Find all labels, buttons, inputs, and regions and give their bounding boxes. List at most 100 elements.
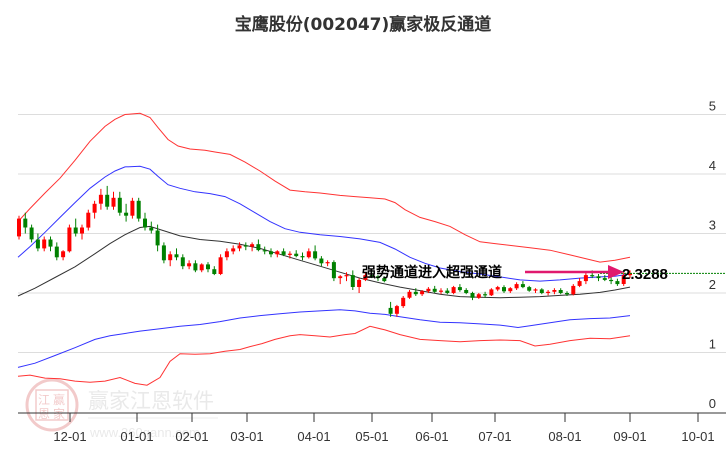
watermark-seal-icon: [25, 378, 79, 432]
candle: [237, 245, 242, 249]
candle: [161, 245, 166, 261]
candle: [243, 245, 248, 247]
candle: [136, 200, 141, 219]
candle: [407, 291, 412, 298]
candle: [80, 227, 84, 234]
x-axis: 12-01 01-01 02-01 03-01 04-01 05-01 06-01 07-01…: [53, 413, 715, 444]
x-tick-label: 01-01: [120, 429, 153, 444]
mid-line-line: [17, 225, 631, 299]
inner-upper-line: [17, 165, 631, 282]
candle: [86, 212, 91, 228]
candle: [155, 230, 160, 246]
watermark-brand: 赢家江恩软件: [88, 389, 214, 413]
candle: [583, 275, 588, 282]
y-tick-label: 3: [709, 218, 716, 233]
y-tick-label: 5: [709, 99, 716, 114]
x-tick-label: 10-01: [681, 429, 714, 444]
watermark-url: www.360gann.com: [89, 425, 200, 440]
signal-annotation: 强势通道进入超强通道: [362, 264, 502, 281]
gridlines: [18, 114, 726, 353]
candle: [306, 251, 311, 258]
candle: [325, 262, 330, 264]
candle: [621, 275, 626, 284]
candle: [180, 257, 185, 267]
candle: [382, 278, 387, 282]
candle: [67, 227, 72, 252]
svg-text:江: 江: [38, 393, 50, 407]
candle: [609, 279, 614, 282]
candle: [61, 251, 66, 258]
candle: [149, 227, 154, 231]
candle: [35, 239, 40, 249]
x-tick-label: 02-01: [175, 429, 208, 444]
y-axis: 0 1 2 3 4 5: [709, 99, 716, 412]
outer-lower-line: [17, 325, 631, 386]
candle: [445, 290, 450, 293]
candle: [508, 288, 513, 292]
candle: [350, 275, 355, 287]
candle: [369, 275, 374, 277]
y-tick-label: 1: [709, 337, 716, 352]
candle: [420, 291, 425, 295]
candle: [42, 239, 47, 249]
candle: [426, 288, 431, 292]
candle: [98, 194, 103, 204]
candle: [48, 239, 53, 247]
candle: [502, 287, 506, 292]
candle: [300, 256, 305, 258]
candle: [401, 297, 406, 307]
candle: [294, 253, 299, 257]
candle: [218, 257, 223, 274]
candle: [269, 251, 273, 255]
candle: [287, 253, 292, 255]
candle: [313, 251, 318, 259]
candle: [552, 290, 557, 292]
x-tick-label: 05-01: [355, 429, 388, 444]
candle: [558, 290, 563, 293]
candlesticks: [17, 185, 632, 317]
candle: [212, 269, 217, 274]
candle: [130, 200, 135, 216]
candle: [174, 254, 179, 258]
candle: [281, 251, 286, 255]
x-tick-label: 04-01: [297, 429, 330, 444]
candle: [388, 307, 393, 314]
candle: [73, 227, 78, 234]
candle: [432, 288, 437, 292]
y-tick-label: 2: [709, 277, 716, 292]
candle: [275, 251, 280, 255]
candle: [193, 263, 198, 271]
candle: [451, 287, 456, 293]
last-value-label: 2.3288: [622, 266, 668, 283]
candle: [457, 287, 462, 291]
candle: [124, 212, 129, 216]
candle: [483, 294, 488, 296]
candle: [54, 246, 59, 258]
candle: [546, 291, 551, 293]
watermark: 江 赢 恩 家 赢家江恩软件 www.360gann.com: [25, 378, 218, 440]
arrow-icon: [525, 265, 624, 279]
candle: [224, 251, 229, 258]
candle: [168, 254, 173, 261]
candle: [17, 218, 21, 237]
candle: [565, 293, 569, 295]
candle: [357, 279, 362, 287]
candle: [439, 290, 443, 292]
candle: [344, 275, 349, 277]
candle: [527, 287, 532, 291]
x-tick-label: 06-01: [415, 429, 448, 444]
candle: [590, 275, 595, 277]
candle: [470, 293, 475, 298]
candle: [476, 294, 481, 298]
candle: [413, 291, 418, 295]
candle: [262, 250, 267, 252]
chart-title: 宝鹰股份(002047)赢家极反通道: [234, 15, 492, 35]
candle: [533, 289, 538, 291]
channel-lines: [17, 112, 631, 386]
candle: [596, 276, 601, 279]
x-tick-label: 09-01: [613, 429, 646, 444]
candle: [495, 287, 500, 290]
candle: [111, 197, 116, 207]
svg-text:恩: 恩: [38, 407, 50, 421]
